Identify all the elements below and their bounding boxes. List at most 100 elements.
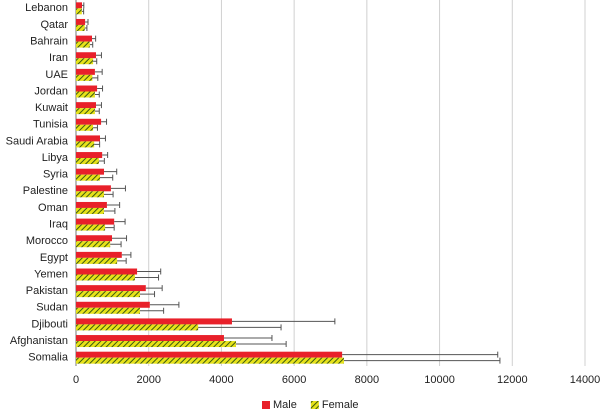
bar (76, 268, 138, 275)
bar (76, 301, 150, 308)
error-bar (145, 285, 163, 292)
bar (76, 52, 96, 59)
error-bar (99, 135, 106, 142)
y-tick-label: Djibouti (31, 318, 68, 330)
legend-label: Male (273, 399, 297, 411)
bar (76, 341, 236, 348)
error-bar (134, 274, 160, 281)
bar (76, 102, 96, 109)
x-tick-label: 6000 (282, 374, 306, 386)
error-bar (114, 218, 126, 225)
error-bar (223, 335, 273, 342)
error-bar (97, 85, 104, 92)
error-bar (231, 318, 336, 325)
bar (76, 68, 95, 75)
error-bar (99, 174, 114, 181)
y-tick-label: Qatar (40, 19, 68, 31)
error-bar (103, 191, 114, 198)
error-bar (98, 158, 105, 165)
error-bar (81, 2, 85, 9)
error-bar (101, 118, 108, 125)
error-bar (103, 168, 118, 175)
bar (76, 291, 140, 298)
bar (76, 124, 94, 131)
error-bar (103, 207, 116, 214)
error-bar (235, 341, 287, 348)
bar (76, 74, 93, 81)
bar (76, 318, 232, 325)
bar (76, 335, 224, 342)
bar (76, 108, 95, 115)
bar (76, 257, 118, 264)
error-bar (111, 235, 128, 242)
legend-swatch (310, 401, 319, 409)
y-tick-label: UAE (45, 69, 68, 81)
bar (76, 118, 102, 125)
error-bar (110, 241, 122, 248)
error-bar (117, 257, 127, 264)
x-tick-label: 12000 (497, 374, 528, 386)
error-bar (137, 268, 162, 275)
y-tick-label: Tunisia (33, 119, 69, 131)
error-bar (102, 152, 109, 159)
y-tick-label: Kuwait (35, 102, 68, 114)
bar (76, 351, 343, 358)
bar (76, 218, 115, 225)
y-tick-label: Syria (43, 169, 69, 181)
y-tick-label: Iraq (49, 218, 68, 230)
error-bar (85, 18, 89, 25)
bar (76, 135, 100, 142)
error-bar (94, 108, 100, 115)
bar (76, 152, 103, 159)
x-tick-label: 10000 (424, 374, 455, 386)
error-bar (110, 185, 126, 192)
error-bar (106, 201, 121, 208)
x-tick-label: 2000 (136, 374, 160, 386)
bar (76, 168, 104, 175)
y-tick-label: Morocco (26, 235, 68, 247)
bar (76, 18, 86, 25)
error-bar (342, 351, 499, 358)
error-bar (94, 91, 100, 98)
bar (76, 324, 199, 331)
y-tick-label: Libya (42, 152, 69, 164)
bar (76, 185, 111, 192)
error-bar (94, 68, 103, 75)
x-tick-label: 4000 (209, 374, 233, 386)
bar (76, 24, 85, 31)
bar (76, 207, 104, 214)
error-bar (93, 124, 98, 131)
x-tick-label: 14000 (570, 374, 601, 386)
error-bar (105, 224, 115, 231)
y-tick-label: Sudan (36, 302, 68, 314)
y-tick-label: Pakistan (26, 285, 68, 297)
error-bar (81, 8, 85, 15)
x-tick-label: 8000 (355, 374, 379, 386)
bar (76, 85, 98, 92)
y-tick-label: Egypt (40, 252, 68, 264)
bar (76, 274, 135, 281)
error-bar (139, 291, 156, 298)
bar (76, 251, 122, 258)
bar (76, 41, 90, 48)
bar (76, 224, 106, 231)
y-tick-label: Oman (38, 202, 68, 214)
error-bar (343, 357, 501, 364)
y-tick-label: Palestine (23, 185, 68, 197)
bar (76, 235, 112, 242)
y-tick-label: Bahrain (30, 35, 68, 47)
bar (76, 8, 82, 15)
error-bar (139, 307, 165, 314)
bar (76, 191, 104, 198)
error-bar (92, 74, 99, 81)
error-bar (93, 58, 98, 65)
bar (76, 141, 95, 148)
error-bar (149, 301, 180, 308)
x-tick-label: 0 (73, 374, 79, 386)
error-bar (91, 35, 97, 42)
y-tick-label: Saudi Arabia (6, 135, 69, 147)
y-tick-label: Iran (49, 52, 68, 64)
y-tick-label: Afghanistan (10, 335, 68, 347)
legend-swatch (262, 401, 270, 409)
